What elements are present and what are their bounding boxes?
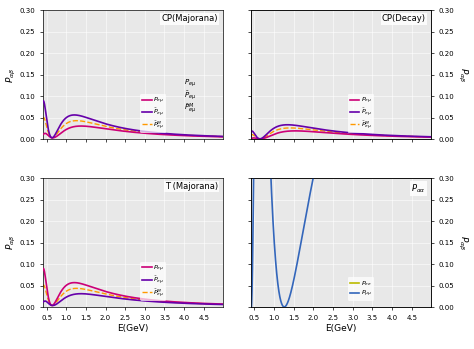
Text: CP(Decay): CP(Decay) [382,14,426,23]
Legend: $P_{e\mu}$, $\bar{P}_{e\mu}$, $\bar{P}^M_{e\mu}$: $P_{e\mu}$, $\bar{P}_{e\mu}$, $\bar{P}^M… [140,94,166,133]
Text: $P_{e\mu}$: $P_{e\mu}$ [183,78,196,89]
Text: $\bar{P}_{e\mu}$: $\bar{P}_{e\mu}$ [183,89,196,102]
Legend: $P_{e\mu}$, $\bar{P}_{e\mu}$, $\bar{P}^M_{e\mu}$: $P_{e\mu}$, $\bar{P}_{e\mu}$, $\bar{P}^M… [140,261,166,301]
Y-axis label: $P_{\alpha\beta}$: $P_{\alpha\beta}$ [5,235,18,250]
Legend: $P_{e\mu}$, $\bar{P}_{e\mu}$, $\bar{P}^M_{e\mu}$: $P_{e\mu}$, $\bar{P}_{e\mu}$, $\bar{P}^M… [348,94,374,133]
Text: T (Majorana): T (Majorana) [165,182,218,191]
Y-axis label: $P_{\alpha\beta}$: $P_{\alpha\beta}$ [456,235,469,250]
Text: $\bar{P}^M_{e\mu}$: $\bar{P}^M_{e\mu}$ [183,102,196,117]
Text: CP(Majorana): CP(Majorana) [162,14,218,23]
Legend: $P_{ee}$, $P_{\mu\mu}$: $P_{ee}$, $P_{\mu\mu}$ [348,277,374,301]
Text: $P_{\alpha\alpha}$: $P_{\alpha\alpha}$ [411,182,426,194]
X-axis label: E(GeV): E(GeV) [325,324,356,333]
Y-axis label: $P_{\alpha\beta}$: $P_{\alpha\beta}$ [456,67,469,83]
X-axis label: E(GeV): E(GeV) [118,324,149,333]
Y-axis label: $P_{\alpha\beta}$: $P_{\alpha\beta}$ [5,67,18,83]
